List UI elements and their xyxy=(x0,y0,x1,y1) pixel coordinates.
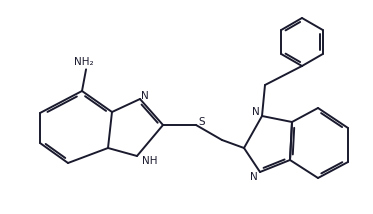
Text: NH: NH xyxy=(142,156,157,166)
Text: S: S xyxy=(199,117,205,127)
Text: N: N xyxy=(141,91,149,101)
Text: N: N xyxy=(252,107,260,117)
Text: NH₂: NH₂ xyxy=(74,57,94,67)
Text: N: N xyxy=(250,172,258,182)
